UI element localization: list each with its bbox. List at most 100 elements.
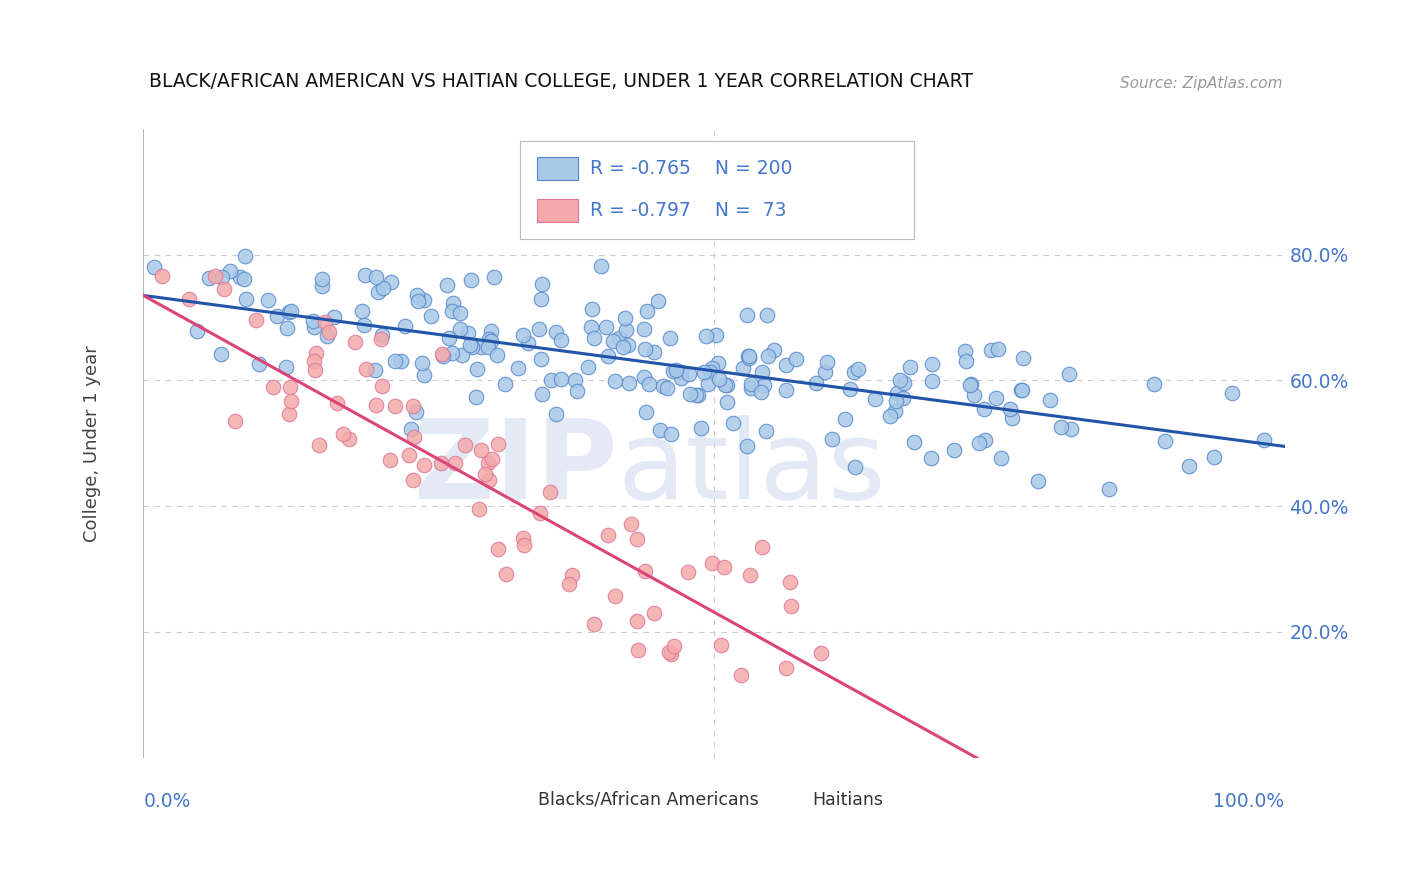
Point [686,387,709,401]
Point [325,396,347,410]
Point [399,422,422,436]
Point [530,292,553,306]
Point [636,304,658,318]
Point [884,393,907,408]
Point [659,647,682,661]
Point [401,474,423,488]
Point [595,320,617,334]
Point [229,270,252,285]
Point [659,427,682,442]
Point [960,376,983,391]
Point [413,368,436,382]
Point [602,334,624,348]
Point [658,645,681,659]
Point [450,348,472,362]
Point [603,589,626,603]
Point [647,293,669,308]
Point [581,320,603,334]
Point [474,467,496,482]
Point [460,273,482,287]
Point [581,302,603,317]
Point [245,312,267,326]
Point [413,293,436,307]
Point [394,318,416,333]
Point [815,355,838,369]
Point [198,271,221,285]
FancyBboxPatch shape [506,793,536,809]
Point [775,358,797,372]
Point [1153,434,1175,448]
Point [582,331,605,345]
Text: Blacks/African Americans: Blacks/African Americans [538,791,759,809]
FancyBboxPatch shape [520,141,914,239]
Point [350,304,373,318]
Point [737,308,759,322]
Point [779,574,801,589]
Point [810,646,832,660]
Point [235,292,257,306]
Point [1202,450,1225,464]
Point [495,567,517,582]
Point [620,517,643,532]
Point [370,332,392,346]
Point [634,405,657,419]
Point [1060,422,1083,436]
Point [430,456,453,470]
Point [733,360,755,375]
Point [513,538,536,552]
Point [1142,377,1164,392]
Point [485,348,508,362]
Point [737,351,759,365]
Point [921,357,943,371]
Text: ZIP: ZIP [413,415,617,522]
Point [384,354,406,368]
Point [785,351,807,366]
Point [457,326,479,341]
Text: R = -0.765    N = 200: R = -0.765 N = 200 [589,159,792,178]
Point [280,394,302,409]
Point [658,331,681,345]
Point [614,323,637,337]
Point [626,614,648,628]
Point [550,372,572,386]
Point [763,343,786,357]
Point [898,360,921,375]
Point [662,639,685,653]
Point [921,374,943,388]
Point [212,282,235,296]
Point [544,325,567,339]
Point [839,382,862,396]
Point [974,433,997,447]
Text: Source: ZipAtlas.com: Source: ZipAtlas.com [1119,76,1282,91]
Point [314,315,336,329]
Point [266,310,288,324]
Point [465,362,488,376]
Point [662,364,685,378]
Point [980,343,1002,357]
Text: BLACK/AFRICAN AMERICAN VS HAITIAN COLLEGE, UNDER 1 YEAR CORRELATION CHART: BLACK/AFRICAN AMERICAN VS HAITIAN COLLEG… [149,72,973,91]
Point [707,372,730,386]
Point [716,378,738,392]
Point [920,451,942,466]
Point [607,331,630,345]
Point [699,365,721,379]
Point [1253,433,1275,447]
Point [1001,411,1024,425]
Point [1059,368,1081,382]
Point [713,560,735,574]
Point [738,567,761,582]
Point [751,541,773,555]
Point [353,318,375,333]
Point [710,638,733,652]
Point [302,353,325,368]
Point [943,442,966,457]
Point [651,378,673,392]
Point [752,378,775,392]
Point [406,288,429,302]
Point [804,376,827,391]
Point [891,392,914,406]
Point [233,272,256,286]
Point [436,277,458,292]
Point [633,342,655,356]
Point [512,531,534,545]
